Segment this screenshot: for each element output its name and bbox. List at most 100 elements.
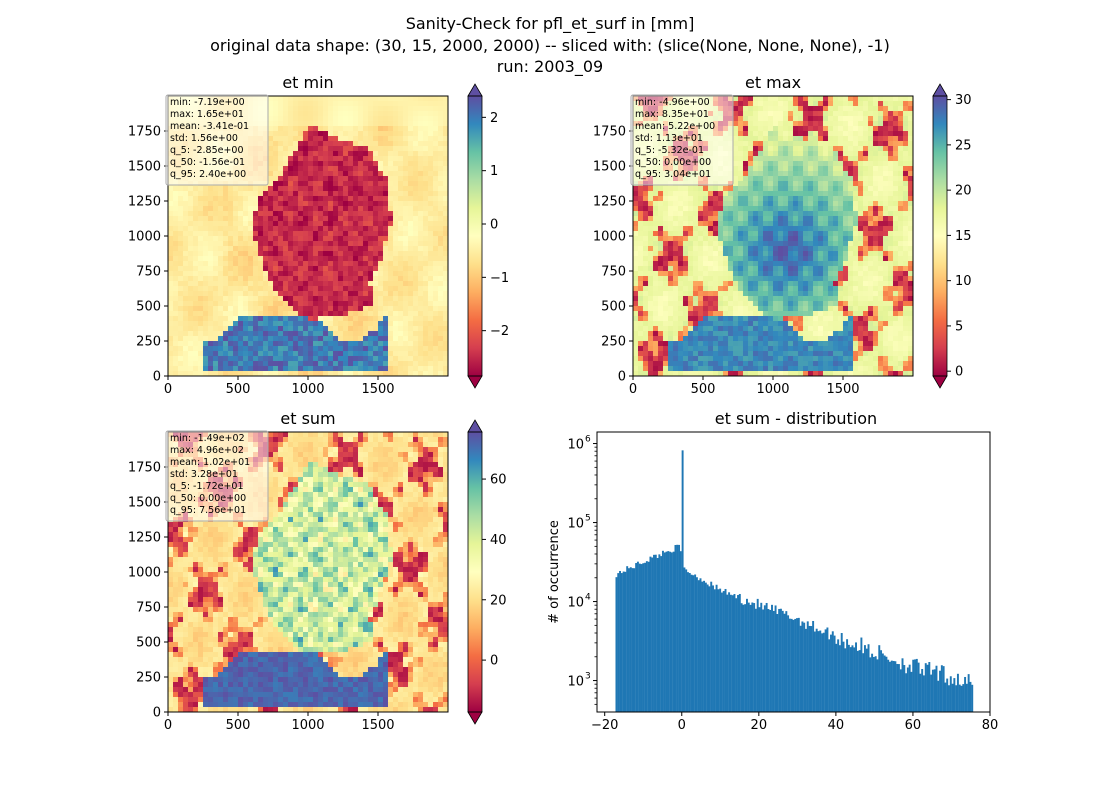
heatmap-cell bbox=[188, 356, 194, 362]
heatmap-cell bbox=[688, 221, 694, 227]
heatmap-cell bbox=[748, 121, 754, 127]
heatmap-cell bbox=[173, 301, 179, 307]
heatmap-cell bbox=[838, 126, 844, 132]
heatmap-cell bbox=[248, 186, 254, 192]
heatmap-cell bbox=[738, 206, 744, 212]
heatmap-cell bbox=[838, 186, 844, 192]
heatmap-cell bbox=[263, 221, 269, 227]
heatmap-cell bbox=[298, 266, 304, 272]
heatmap-cell bbox=[443, 151, 448, 157]
heatmap-cell bbox=[898, 151, 904, 157]
heatmap-cell bbox=[378, 301, 384, 307]
heatmap-cell bbox=[743, 226, 749, 232]
heatmap-cell bbox=[823, 201, 829, 207]
heatmap-cell bbox=[418, 316, 424, 322]
heatmap-cell bbox=[283, 151, 289, 157]
heatmap-cell bbox=[738, 96, 744, 102]
heatmap-cell bbox=[228, 241, 234, 247]
heatmap-cell bbox=[333, 256, 339, 262]
heatmap-cell bbox=[348, 251, 354, 257]
heatmap-cell bbox=[383, 366, 389, 372]
heatmap-cell bbox=[863, 206, 869, 212]
heatmap-cell bbox=[758, 131, 764, 137]
heatmap-cell bbox=[318, 151, 324, 157]
heatmap-cell bbox=[328, 206, 334, 212]
heatmap-cell bbox=[408, 196, 414, 202]
heatmap-cell bbox=[343, 301, 349, 307]
heatmap-cell bbox=[403, 266, 409, 272]
heatmap-cell bbox=[298, 246, 304, 252]
heatmap-cell bbox=[823, 236, 829, 242]
heatmap-cell bbox=[273, 341, 279, 347]
heatmap-cell bbox=[193, 301, 199, 307]
heatmap-cell bbox=[393, 231, 399, 237]
heatmap-cell bbox=[798, 181, 804, 187]
heatmap-cell bbox=[743, 151, 749, 157]
heatmap-cell bbox=[813, 96, 819, 102]
heatmap-cell bbox=[248, 321, 254, 327]
heatmap-cell bbox=[403, 276, 409, 282]
heatmap-cell bbox=[858, 161, 864, 167]
heatmap-cell bbox=[893, 231, 899, 237]
heatmap-cell bbox=[798, 121, 804, 127]
heatmap-cell bbox=[223, 201, 229, 207]
heatmap-cell bbox=[753, 96, 759, 102]
heatmap-cell bbox=[203, 196, 209, 202]
heatmap-cell bbox=[758, 181, 764, 187]
heatmap-cell bbox=[418, 356, 424, 362]
heatmap-cell bbox=[303, 286, 309, 292]
heatmap-cell bbox=[878, 156, 884, 162]
heatmap-cell bbox=[293, 351, 299, 357]
heatmap-cell bbox=[323, 151, 329, 157]
heatmap-cell bbox=[418, 111, 424, 117]
heatmap-cell bbox=[813, 241, 819, 247]
heatmap-cell bbox=[393, 236, 399, 242]
heatmap-cell bbox=[378, 336, 384, 342]
heatmap-cell bbox=[378, 191, 384, 197]
heatmap-cell bbox=[213, 276, 219, 282]
heatmap-cell bbox=[173, 351, 179, 357]
heatmap-cell bbox=[273, 356, 279, 362]
heatmap-cell bbox=[208, 366, 214, 372]
heatmap-cell bbox=[878, 161, 884, 167]
heatmap-cell bbox=[368, 161, 374, 167]
heatmap-cell bbox=[248, 206, 254, 212]
heatmap-cell bbox=[728, 191, 734, 197]
heatmap-cell bbox=[383, 296, 389, 302]
heatmap-cell bbox=[333, 151, 339, 157]
heatmap-cell bbox=[178, 331, 184, 337]
heatmap-cell bbox=[383, 311, 389, 317]
heatmap-cell bbox=[328, 126, 334, 132]
heatmap-cell bbox=[363, 301, 369, 307]
heatmap-cell bbox=[413, 236, 419, 242]
heatmap-cell bbox=[258, 296, 264, 302]
heatmap-cell bbox=[248, 246, 254, 252]
heatmap-cell bbox=[748, 226, 754, 232]
heatmap-cell bbox=[168, 301, 174, 307]
heatmap-cell bbox=[383, 126, 389, 132]
heatmap-cell bbox=[328, 196, 334, 202]
heatmap-cell bbox=[368, 336, 374, 342]
heatmap-cell bbox=[813, 176, 819, 182]
heatmap-cell bbox=[433, 336, 439, 342]
heatmap-cell bbox=[893, 121, 899, 127]
heatmap-cell bbox=[678, 206, 684, 212]
heatmap-cell bbox=[863, 146, 869, 152]
heatmap-cell bbox=[688, 201, 694, 207]
heatmap-cell bbox=[433, 331, 439, 337]
heatmap-cell bbox=[773, 111, 779, 117]
heatmap-cell bbox=[273, 116, 279, 122]
heatmap-cell bbox=[388, 171, 394, 177]
heatmap-cell bbox=[283, 351, 289, 357]
heatmap-cell bbox=[868, 136, 874, 142]
heatmap-cell bbox=[318, 296, 324, 302]
heatmap-cell bbox=[268, 336, 274, 342]
heatmap-cell bbox=[363, 96, 369, 102]
heatmap-cell bbox=[223, 226, 229, 232]
heatmap-cell bbox=[318, 266, 324, 272]
heatmap-cell bbox=[363, 236, 369, 242]
heatmap-cell bbox=[233, 351, 239, 357]
heatmap-cell bbox=[188, 206, 194, 212]
heatmap-cell bbox=[233, 336, 239, 342]
heatmap-cell bbox=[778, 216, 784, 222]
